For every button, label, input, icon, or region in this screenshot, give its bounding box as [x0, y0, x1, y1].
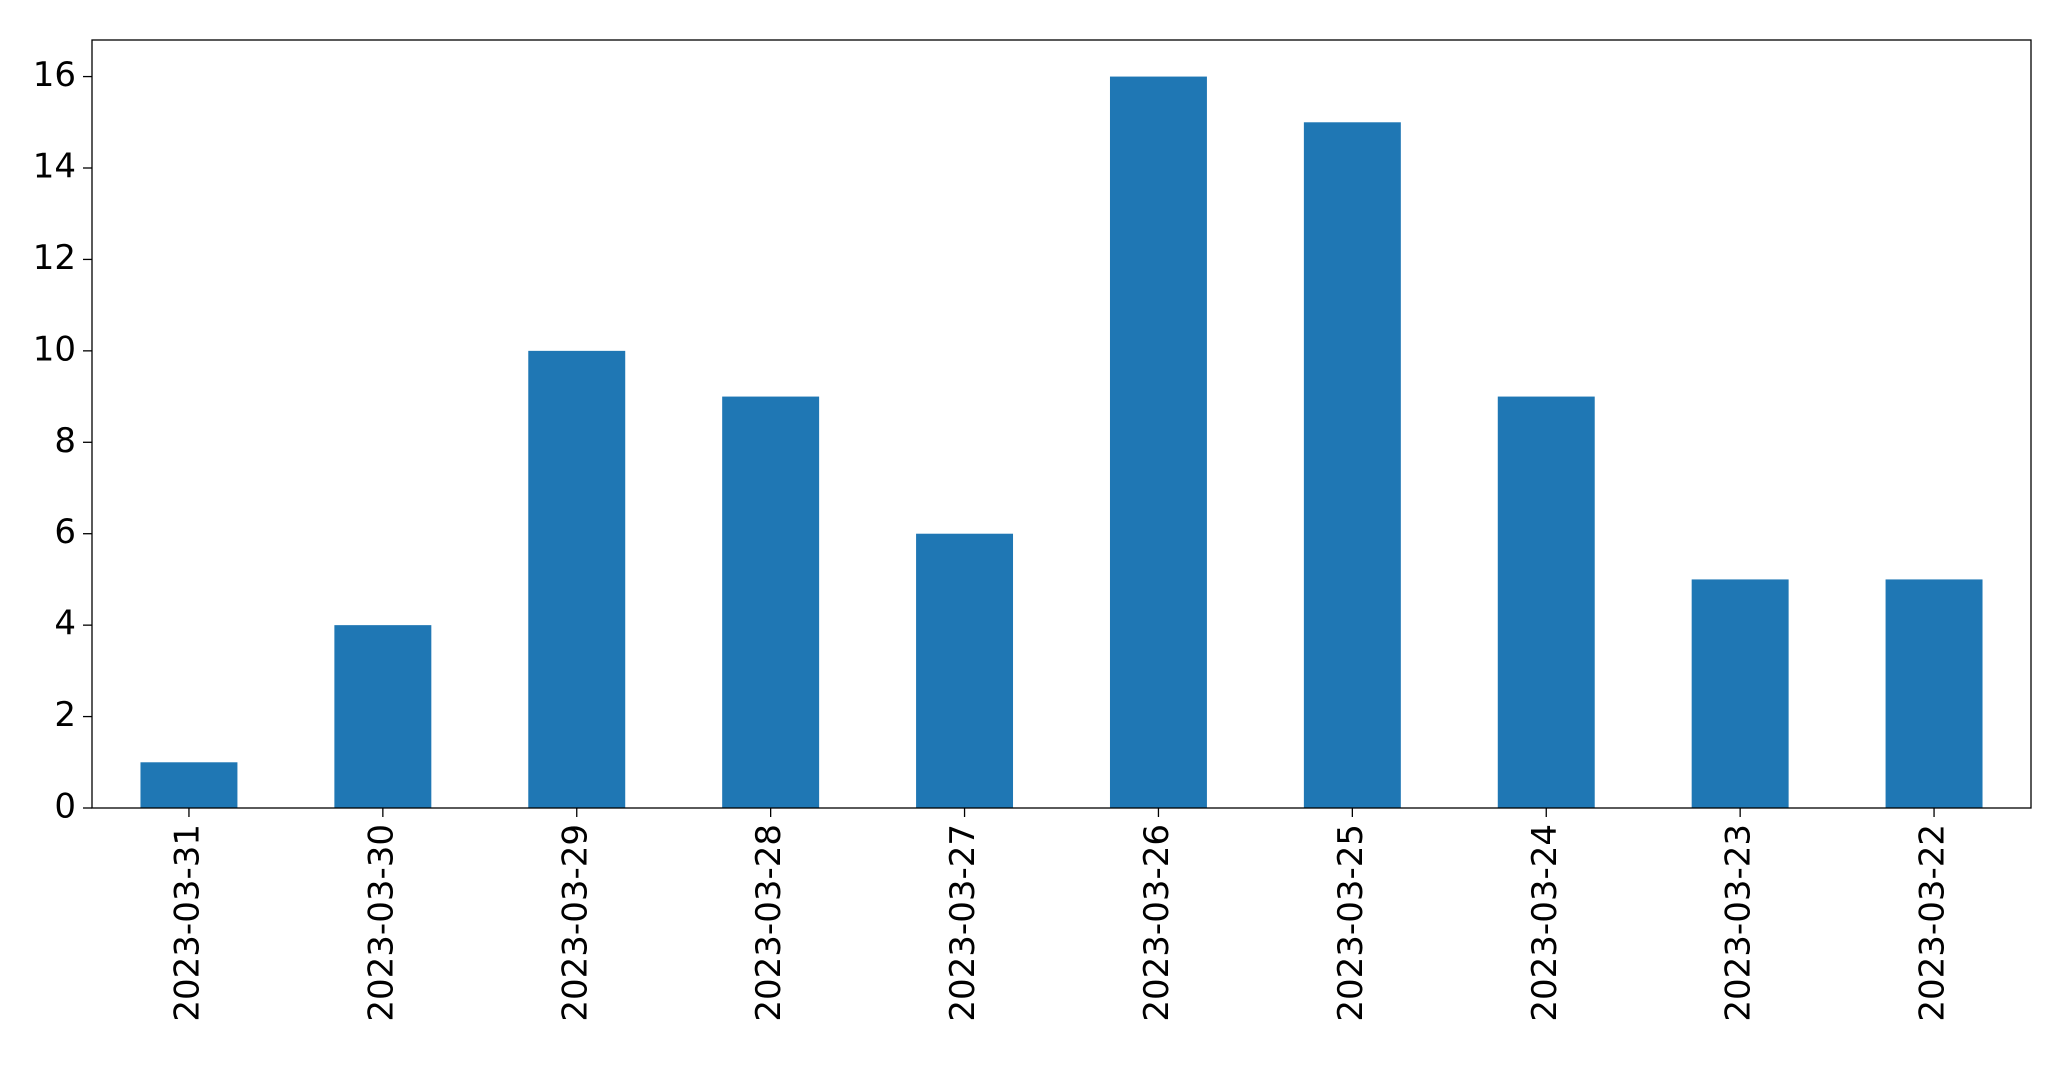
y-tick-label: 10 [33, 329, 76, 369]
plot-frame [91, 39, 2032, 809]
x-tick-label: 2023-03-29 [555, 824, 595, 1022]
bar [1303, 122, 1401, 809]
x-tick-label: 2023-03-25 [1331, 824, 1371, 1022]
x-tick-label: 2023-03-28 [749, 824, 789, 1022]
y-tick-label: 4 [54, 604, 76, 644]
x-tick-label: 2023-03-22 [1913, 824, 1953, 1022]
x-tick-label: 2023-03-30 [361, 824, 401, 1022]
bar [722, 396, 820, 808]
y-tick-label: 8 [54, 421, 76, 461]
x-tick-label: 2023-03-26 [1137, 824, 1177, 1022]
y-tick-label: 16 [33, 55, 76, 95]
y-tick-label: 6 [54, 512, 76, 552]
bar [334, 625, 432, 808]
y-tick-label: 0 [54, 787, 76, 827]
x-tick-label: 2023-03-27 [943, 824, 983, 1022]
bar [140, 762, 238, 808]
bar [528, 350, 626, 808]
y-tick-label: 14 [33, 147, 76, 187]
bar [916, 533, 1014, 808]
bar [1109, 76, 1207, 809]
bar [1691, 579, 1789, 808]
y-tick-label: 2 [54, 695, 76, 735]
x-tick-label: 2023-03-24 [1525, 824, 1565, 1022]
x-tick-label: 2023-03-23 [1719, 824, 1759, 1022]
bar [1497, 396, 1595, 808]
x-tick-label: 2023-03-31 [167, 824, 207, 1022]
y-tick-label: 12 [33, 238, 76, 278]
bar [1885, 579, 1983, 808]
